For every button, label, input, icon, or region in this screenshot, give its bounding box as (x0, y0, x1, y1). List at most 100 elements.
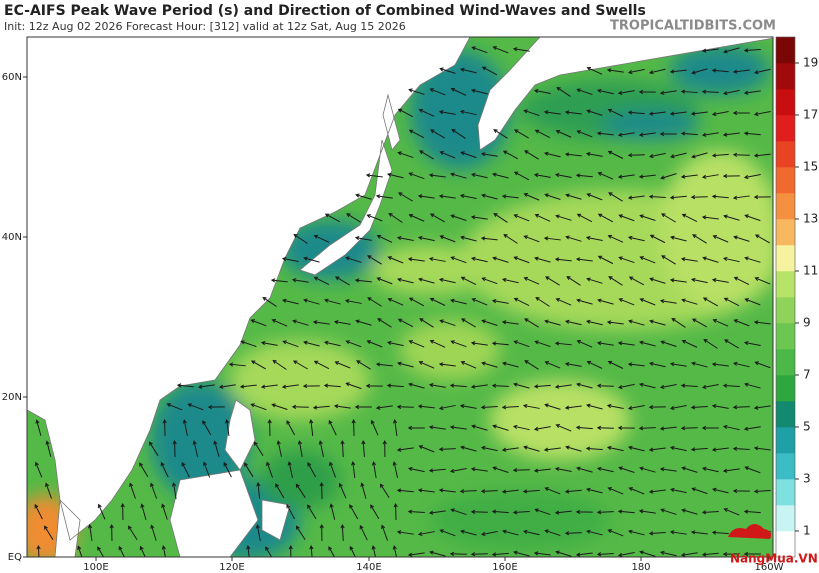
colorbar-swatch (776, 37, 795, 64)
subtitle: Init: 12z Aug 02 2026 Forecast Hour: [31… (4, 20, 406, 33)
colorbar-swatch (776, 193, 795, 220)
arrow (333, 404, 351, 409)
arrow (398, 192, 413, 202)
arrow (607, 108, 624, 117)
arrow (701, 510, 719, 515)
arrow (723, 214, 740, 221)
arrow (392, 461, 399, 478)
arrow (627, 362, 645, 367)
arrow (753, 153, 771, 158)
arrow (471, 424, 488, 431)
arrow (118, 545, 125, 557)
arrow (36, 544, 41, 557)
arrow (575, 425, 593, 430)
arrow (318, 440, 324, 457)
arrow (428, 425, 446, 430)
arrow (753, 320, 771, 325)
arrow (396, 447, 414, 452)
arrow (565, 445, 582, 452)
arrow (690, 447, 708, 452)
arrow (659, 131, 677, 137)
arrow (223, 461, 232, 478)
arrow (596, 425, 614, 430)
arrow (139, 462, 149, 478)
arrow (732, 195, 750, 200)
arrow (246, 545, 251, 557)
arrow (670, 235, 687, 242)
arrow (606, 320, 624, 325)
title: EC-AIFS Peak Wave Period (s) and Directi… (4, 3, 646, 19)
arrow (492, 172, 509, 179)
arrow (334, 361, 351, 369)
arrow (680, 383, 698, 388)
arrow (628, 487, 645, 495)
arrow (480, 236, 498, 241)
arrow (438, 110, 456, 115)
arrow (586, 109, 603, 116)
arrow (438, 277, 456, 284)
arrow (649, 277, 666, 284)
arrow (418, 361, 435, 369)
arrow (392, 545, 397, 557)
arrow (555, 214, 572, 221)
arrow (753, 68, 771, 75)
arrow (359, 524, 368, 541)
arrow (533, 173, 551, 178)
arrow (356, 360, 371, 370)
colorbar-swatch (776, 323, 795, 350)
arrow (345, 256, 362, 263)
arrow (417, 194, 435, 199)
arrow (97, 503, 106, 520)
arrow (417, 488, 435, 493)
arrow (523, 193, 540, 201)
arrow (272, 359, 287, 370)
arrow (250, 360, 266, 370)
arrow (680, 174, 698, 179)
arrow (660, 173, 677, 180)
arrow (291, 404, 309, 409)
arrow (691, 318, 708, 328)
arrow (639, 382, 656, 389)
arrow (461, 318, 476, 328)
arrow (480, 489, 498, 494)
arrow (638, 132, 656, 137)
arrow (711, 110, 729, 117)
arrow (501, 194, 519, 199)
arrow (428, 173, 446, 178)
arrow (555, 298, 572, 306)
arrow (648, 111, 666, 116)
arrow (35, 419, 42, 436)
arrow (161, 503, 168, 520)
arrow (554, 172, 572, 178)
arrow (162, 418, 167, 437)
arrow (417, 235, 435, 242)
arrow (449, 383, 467, 388)
arrow (171, 482, 177, 499)
arrow (669, 530, 687, 535)
arrow (754, 234, 771, 244)
arrow (313, 360, 330, 370)
arrow (702, 256, 719, 263)
arrow (450, 508, 467, 516)
arrow (459, 489, 477, 494)
arrow (669, 278, 687, 283)
plot-frame (26, 36, 774, 558)
arrow (354, 404, 372, 410)
arrow (743, 426, 761, 431)
arrow (754, 277, 771, 285)
arrow (617, 341, 635, 346)
arrow (470, 509, 488, 514)
arrow (669, 487, 687, 494)
colorbar-swatch (776, 141, 795, 168)
arrow (480, 405, 498, 410)
arrow (586, 487, 603, 494)
arrow (744, 214, 761, 222)
arrow (732, 446, 750, 451)
arrow (334, 276, 350, 286)
arrow (690, 405, 708, 410)
arrow (286, 420, 296, 436)
arrow (607, 150, 624, 159)
arrow (608, 276, 623, 286)
arrow (617, 551, 635, 557)
arrow (701, 89, 719, 94)
